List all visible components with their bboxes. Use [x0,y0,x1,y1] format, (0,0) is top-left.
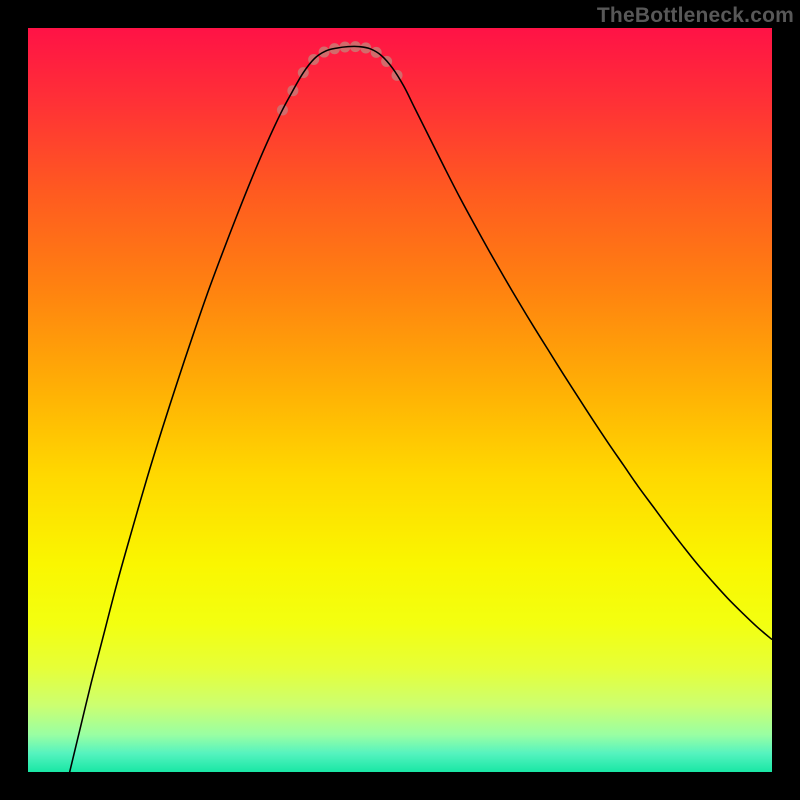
watermark-text: TheBottleneck.com [597,4,794,28]
bottleneck-curve [70,46,772,772]
curve-layer [28,28,772,772]
plot-area [28,28,772,772]
trough-markers [277,41,403,115]
